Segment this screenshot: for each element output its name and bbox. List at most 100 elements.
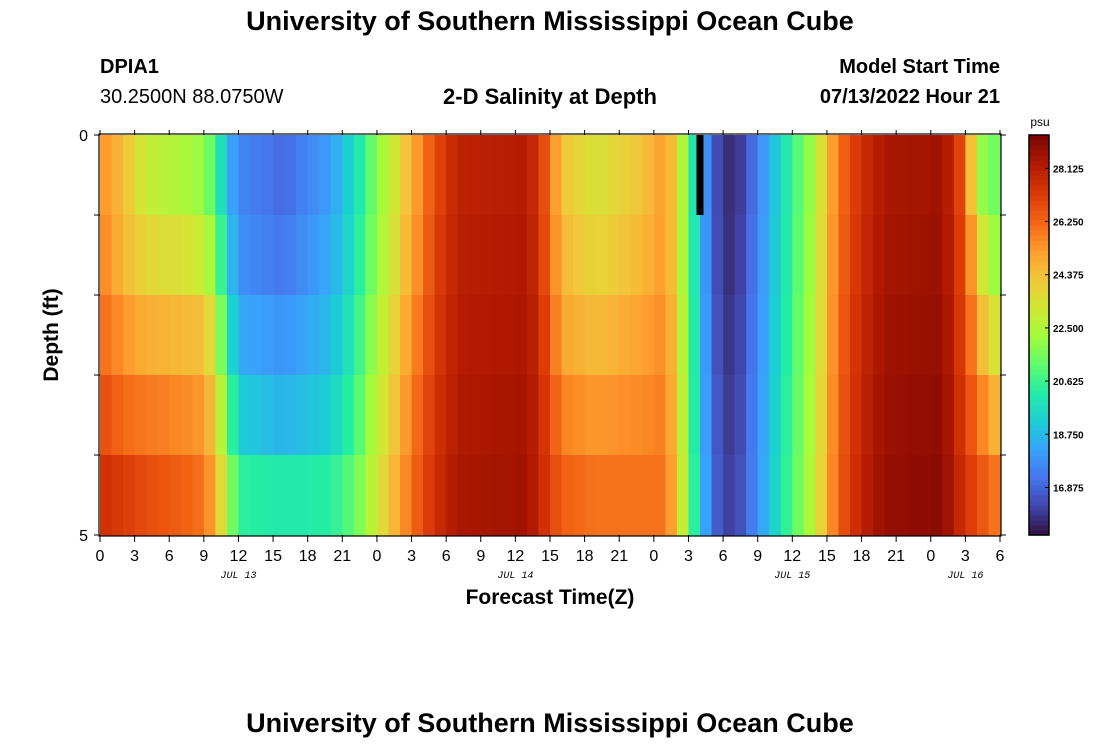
heatmap-cell (400, 375, 413, 456)
heatmap-cell (550, 135, 563, 216)
heatmap-cell (261, 215, 274, 296)
heatmap-cell (515, 455, 528, 536)
heatmap-cell (203, 215, 216, 296)
heatmap-cell (653, 295, 666, 376)
heatmap-cell (157, 215, 170, 296)
heatmap-cell (457, 375, 470, 456)
heatmap-cell (826, 135, 840, 216)
heatmap-cell (723, 215, 736, 296)
heatmap-cell (907, 455, 920, 536)
heatmap-cell (573, 135, 586, 216)
heatmap-cell (250, 455, 263, 536)
heatmap-cell (526, 295, 540, 376)
colorbar-segment (1029, 490, 1049, 496)
heatmap-cell (376, 295, 390, 376)
heatmap-cell (492, 295, 505, 376)
heatmap-cell (376, 375, 390, 456)
colorbar-segment (1029, 310, 1049, 316)
heatmap-cell (930, 295, 943, 376)
heatmap-cell (769, 375, 782, 456)
x-tick-label: 15 (818, 548, 836, 565)
heatmap-cell (226, 455, 240, 536)
heatmap-cell (907, 215, 920, 296)
heatmap-cell (607, 215, 620, 296)
colorbar-segment (1029, 150, 1049, 156)
heatmap-cell (850, 295, 863, 376)
colorbar-segment (1029, 505, 1049, 511)
heatmap-cell (365, 375, 378, 456)
colorbar-segment (1029, 470, 1049, 476)
heatmap-cell (284, 455, 297, 536)
heatmap-cell (469, 375, 482, 456)
colorbar-segment (1029, 410, 1049, 416)
heatmap-cell (123, 295, 136, 376)
heatmap-cell (400, 135, 413, 216)
heatmap-cell (723, 295, 736, 376)
heatmap-cell (930, 215, 943, 296)
heatmap-cell (861, 295, 874, 376)
colorbar-segment (1029, 400, 1049, 406)
colorbar-segment (1029, 450, 1049, 456)
heatmap-cell (630, 135, 643, 216)
heatmap-cell (515, 295, 528, 376)
colorbar-segment (1029, 160, 1049, 166)
heatmap-cell (838, 215, 851, 296)
heatmap-cell (423, 295, 436, 376)
colorbar-segment (1029, 425, 1049, 431)
colorbar-segment (1029, 145, 1049, 151)
heatmap-cell (630, 455, 643, 536)
heatmap-cell (700, 215, 713, 296)
heatmap-cell (803, 215, 816, 296)
heatmap-cell (273, 215, 286, 296)
heatmap-cell (642, 455, 655, 536)
colorbar-tick-label: 20.625 (1053, 377, 1084, 388)
heatmap-cell (411, 215, 424, 296)
heatmap-cell (976, 215, 990, 296)
heatmap-cell (526, 215, 540, 296)
heatmap-cell (192, 215, 205, 296)
heatmap-cell (503, 455, 516, 536)
heatmap-cell (146, 375, 159, 456)
heatmap-cell (596, 295, 609, 376)
heatmap-cell (365, 215, 378, 296)
heatmap-cell (169, 375, 182, 456)
colorbar-segment (1029, 180, 1049, 186)
colorbar-segment (1029, 515, 1049, 521)
heatmap-cell (342, 215, 355, 296)
heatmap-cell (515, 215, 528, 296)
heatmap-cell (215, 455, 228, 536)
heatmap-cell (146, 215, 159, 296)
heatmap-cell (988, 455, 1001, 536)
heatmap-cell (688, 215, 701, 296)
heatmap-cell (734, 215, 747, 296)
heatmap-cell (896, 215, 909, 296)
x-tick-label: 0 (926, 548, 935, 565)
heatmap-cell (503, 295, 516, 376)
colorbar-segment (1029, 375, 1049, 381)
colorbar-segment (1029, 455, 1049, 461)
heatmap-cell (469, 215, 482, 296)
heatmap-cell (838, 135, 851, 216)
heatmap-cell (896, 375, 909, 456)
heatmap-cell (111, 215, 124, 296)
heatmap-cell (815, 135, 828, 216)
heatmap-cell (503, 135, 516, 216)
heatmap-cell (342, 295, 355, 376)
heatmap-cell (757, 215, 770, 296)
heatmap-cell (573, 375, 586, 456)
colorbar-segment (1029, 325, 1049, 331)
heatmap-cell (619, 375, 632, 456)
heatmap-cell (688, 375, 701, 456)
heatmap-cell (919, 455, 932, 536)
heatmap-cell (746, 455, 759, 536)
heatmap-cell (700, 375, 713, 456)
heatmap-cell (296, 135, 309, 216)
heatmap-cell (873, 215, 886, 296)
heatmap-cell (192, 135, 205, 216)
heatmap-cell (734, 295, 747, 376)
colorbar-segment (1029, 305, 1049, 311)
heatmap-cell (111, 295, 124, 376)
heatmap-cell (192, 295, 205, 376)
heatmap-cell (988, 375, 1001, 456)
heatmap-cell (423, 375, 436, 456)
